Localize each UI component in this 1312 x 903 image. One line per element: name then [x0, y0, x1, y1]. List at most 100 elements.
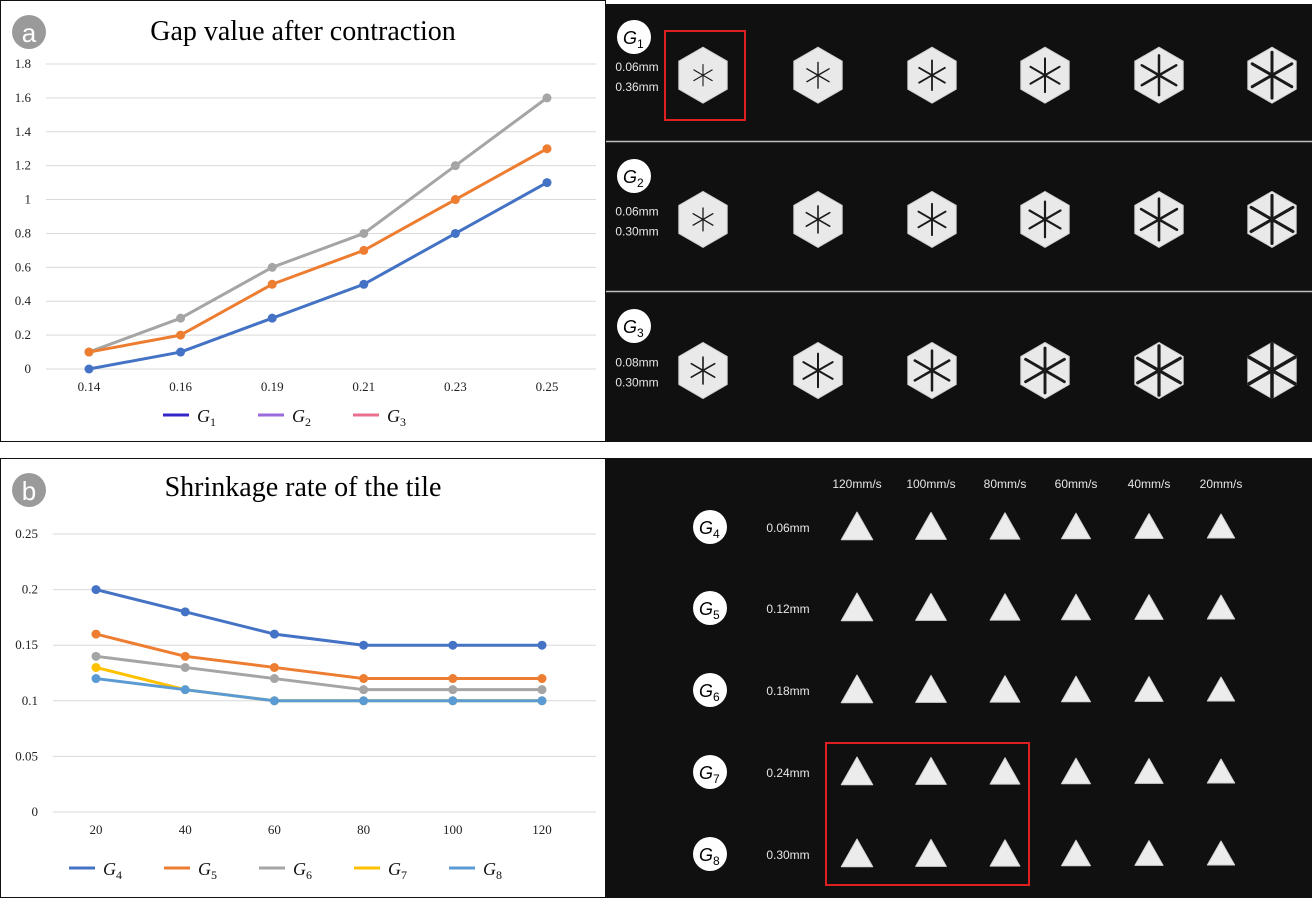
speed-header: 60mm/s — [1055, 477, 1098, 491]
hexagon-gap — [1136, 356, 1161, 373]
hexagon-gap — [1250, 73, 1274, 89]
data-point-g8 — [448, 696, 458, 706]
y-tick-label: 0.2 — [22, 582, 38, 597]
x-tick-label: 0.14 — [78, 379, 101, 394]
thickness-label: 0.30mm — [766, 848, 809, 862]
y-tick-label: 0 — [32, 804, 39, 819]
triangle-tile — [1134, 676, 1164, 702]
hexagon-gap — [1043, 369, 1066, 384]
series-line-g8 — [95, 677, 542, 703]
triangle-tile — [840, 511, 874, 541]
hexagon-gap — [931, 66, 946, 77]
hexagon-gap — [805, 218, 819, 227]
data-point-g3 — [359, 228, 369, 238]
data-point-g1 — [450, 228, 460, 238]
hexagon-gap — [1157, 368, 1182, 385]
x-tick-label: 0.23 — [444, 379, 467, 394]
triangle-tile — [915, 511, 947, 540]
data-point-g6 — [359, 685, 369, 695]
data-point-g5 — [359, 674, 369, 684]
speed-header: 100mm/s — [906, 477, 955, 491]
triangle-tile — [989, 675, 1021, 703]
triangle-tile — [1061, 675, 1091, 703]
x-tick-label: 100 — [443, 822, 463, 837]
hexagon-gap — [690, 362, 704, 372]
hexagon-gap — [1043, 357, 1066, 372]
legend-label: G8 — [483, 859, 502, 882]
series-line-g1 — [88, 181, 548, 371]
y-tick-label: 0 — [25, 361, 32, 376]
parameter-label: 0.06mm — [615, 204, 658, 218]
data-point-g6 — [180, 662, 190, 672]
data-point-g2 — [542, 144, 552, 154]
row-badge — [617, 20, 651, 54]
panel-label-b: b — [22, 476, 36, 506]
legend-label: G1 — [197, 406, 216, 429]
parameter-label: 0.08mm — [615, 355, 658, 369]
speed-header: 120mm/s — [832, 477, 881, 491]
photo-panel-b: 120mm/s 100mm/s 80mm/s 60mm/s 40mm/s 20mm/s G4… — [606, 458, 1312, 898]
y-tick-label: 1 — [25, 192, 32, 207]
triangle-tile — [989, 839, 1021, 867]
x-tick-label: 40 — [179, 822, 192, 837]
row-badge — [693, 673, 727, 707]
chart-title: Gap value after contraction — [150, 16, 456, 47]
row-label: G8 — [699, 845, 720, 868]
triangle-tile — [915, 756, 947, 785]
hexagon-gap — [1157, 73, 1178, 87]
x-tick-label: 0.21 — [352, 379, 375, 394]
data-point-g6 — [91, 651, 101, 661]
hexagon-gap — [817, 68, 830, 76]
y-tick-label: 0.6 — [15, 259, 32, 274]
hexagon-gap — [1270, 355, 1297, 373]
row-label: G1 — [623, 28, 644, 51]
x-tick-label: 0.16 — [169, 379, 192, 394]
data-point-g1 — [267, 313, 277, 323]
chart-panel-b: b Shrinkage rate of the tile 20 40 60 80 100… — [0, 458, 606, 898]
hexagon-gap — [1157, 64, 1178, 77]
hexagon-gap — [1044, 65, 1061, 77]
data-point-g8 — [359, 696, 369, 706]
speed-header: 40mm/s — [1128, 477, 1171, 491]
hexagon-gap — [702, 218, 714, 226]
series-line-g3 — [88, 96, 548, 354]
data-point-g3 — [542, 93, 552, 103]
hexagon-gap — [817, 74, 830, 83]
hexagon-gap — [817, 218, 831, 227]
series-line-g6 — [95, 654, 542, 692]
hexagon-gap — [931, 74, 946, 84]
hexagon-gap — [1043, 209, 1062, 221]
thickness-label: 0.18mm — [766, 684, 809, 698]
hexagon-gap — [1140, 73, 1161, 87]
hexagon-gap — [1139, 218, 1161, 232]
hexagon-gap — [931, 218, 947, 229]
row-label: G4 — [699, 518, 720, 541]
y-tick-label: 0.25 — [15, 526, 38, 541]
data-point-g8 — [269, 696, 279, 706]
hexagon-gap — [1270, 205, 1295, 221]
y-tick-label: 0.8 — [15, 225, 31, 240]
x-tick-label: 80 — [357, 822, 370, 837]
triangle-tile — [840, 674, 874, 704]
hexagon-gap — [918, 74, 933, 84]
hexagon-gap — [1157, 356, 1182, 373]
hexagon-gap — [1157, 207, 1179, 221]
triangle-tile — [1206, 676, 1236, 702]
triangle-tile — [1134, 594, 1164, 620]
hexagon-gap — [917, 210, 933, 221]
highlight-box — [825, 742, 1030, 886]
data-point-g4 — [269, 629, 279, 639]
panel-label-a: a — [22, 18, 37, 48]
row-badge — [693, 755, 727, 789]
hexagon-gap — [1270, 217, 1295, 234]
row-badge — [693, 837, 727, 871]
triangle-tile — [915, 674, 947, 703]
y-tick-label: 1.4 — [15, 124, 32, 139]
data-point-g4 — [359, 640, 369, 650]
hexagon-gap — [1028, 209, 1047, 221]
gap-chart: a Gap value after contraction 0.14 0.16 0.… — [12, 15, 596, 429]
parameter-label: 0.36mm — [615, 80, 658, 94]
hexagon-gap — [1250, 62, 1274, 77]
hexagon-gap — [1028, 218, 1047, 230]
y-tick-label: 0.15 — [15, 637, 38, 652]
